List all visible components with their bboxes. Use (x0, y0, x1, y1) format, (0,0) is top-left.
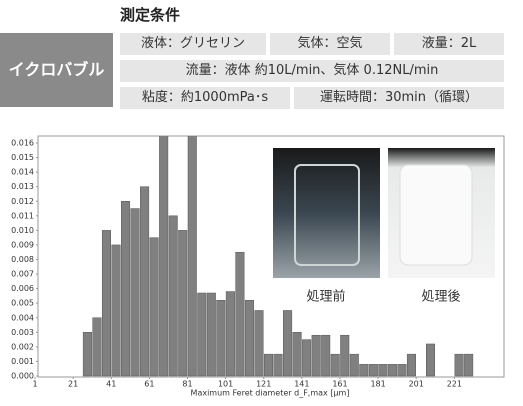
x-tick-label: 141 (294, 380, 309, 389)
bar (397, 364, 407, 377)
x-tick-label: 101 (218, 380, 233, 389)
beaker (294, 164, 360, 266)
y-tick-label: 0.006 (11, 284, 34, 293)
y-tick-label: 0.014 (11, 168, 34, 177)
bar (406, 353, 416, 377)
y-tick-label: 0.000 (11, 372, 34, 381)
photo-label: 処理前 (306, 289, 345, 305)
photo-before (273, 148, 380, 278)
bar (121, 201, 131, 377)
beaker (399, 164, 473, 266)
badge: イクロバブル (0, 33, 113, 107)
y-tick-label: 0.002 (11, 342, 34, 351)
bar (92, 317, 102, 377)
bar (197, 292, 207, 377)
bar (368, 364, 378, 377)
x-tick-label: 121 (256, 380, 271, 389)
y-tick-label: 0.008 (11, 255, 34, 264)
bar (216, 300, 226, 377)
bar (387, 364, 397, 377)
x-tick-label: 1 (32, 380, 37, 389)
bar (130, 208, 140, 377)
condition-cell: 液体：グリセリン (120, 33, 266, 55)
y-tick-label: 0.011 (11, 211, 34, 220)
bar (159, 136, 169, 377)
bar (292, 332, 302, 377)
bar (359, 364, 369, 377)
x-tick-label: 21 (68, 380, 78, 389)
x-tick-label: 161 (332, 380, 347, 389)
bar (349, 353, 359, 377)
bar (302, 339, 312, 377)
bar (340, 334, 350, 377)
y-tick-label: 0.009 (11, 240, 34, 249)
bar (206, 292, 216, 377)
condition-cell: 粘度：約1000mPa･s (120, 87, 290, 109)
bar (330, 353, 340, 377)
y-tick-label: 0.013 (11, 182, 34, 191)
x-tick-label: 41 (106, 380, 116, 389)
bar (178, 230, 188, 377)
bar (321, 334, 331, 377)
bar (225, 291, 235, 377)
y-tick-label: 0.015 (11, 153, 34, 162)
bar (311, 334, 321, 377)
bar (454, 353, 464, 377)
bar (101, 230, 111, 377)
y-tick-label: 0.016 (11, 139, 34, 148)
bar (140, 186, 150, 377)
bar (111, 244, 121, 377)
x-axis-label: Maximum Feret diameter d_F,max [μm] (191, 389, 350, 398)
bar (254, 310, 264, 377)
y-tick-label: 0.012 (11, 197, 34, 206)
y-tick-label: 0.005 (11, 299, 34, 308)
bar (464, 353, 474, 377)
section-title: 測定条件 (120, 6, 181, 24)
photo-label: 処理後 (421, 290, 460, 305)
y-tick-label: 0.007 (11, 270, 34, 279)
condition-cell: 液量：2L (394, 33, 504, 55)
bar (168, 215, 178, 377)
x-tick-label: 61 (144, 380, 154, 389)
y-tick-label: 0.001 (11, 357, 34, 366)
condition-cell: 流量：液体 約10L/min、気体 0.12NL/min (120, 60, 504, 82)
bar (378, 364, 388, 377)
bar (235, 251, 245, 377)
bar (244, 300, 254, 377)
condition-cell: 運転時間：30min（循環） (294, 87, 504, 109)
bar (263, 353, 274, 377)
condition-cell: 気体：空気 (270, 33, 390, 55)
x-tick-label: 81 (182, 380, 192, 389)
y-tick-label: 0.003 (11, 328, 34, 337)
bar (283, 310, 293, 377)
bar (187, 136, 197, 377)
bar (426, 343, 436, 377)
y-tick-label: 0.010 (11, 226, 34, 235)
x-tick-label: 201 (409, 380, 424, 389)
bar (273, 353, 283, 377)
y-tick-label: 0.004 (11, 313, 34, 322)
bar (149, 237, 159, 377)
x-tick-label: 221 (447, 380, 462, 389)
bar (82, 332, 92, 377)
x-tick-label: 181 (370, 380, 385, 389)
